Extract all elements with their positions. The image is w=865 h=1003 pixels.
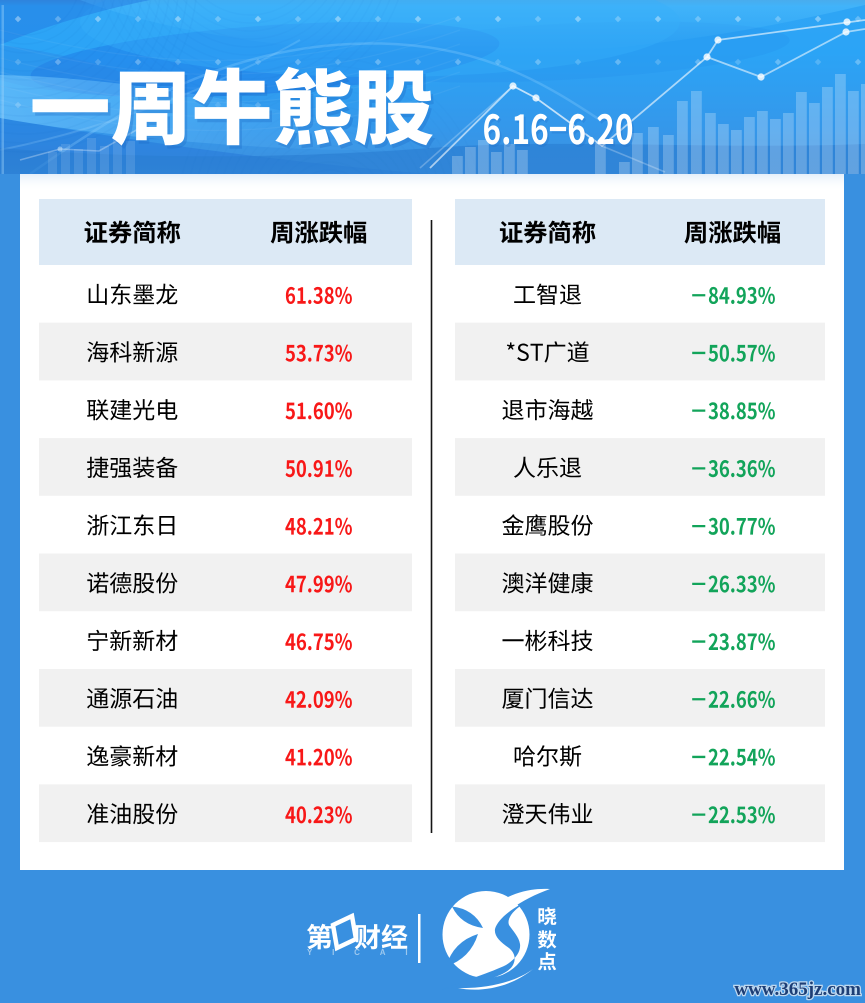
svg-text:www.365jz.com: www.365jz.com bbox=[734, 979, 861, 1000]
svg-text:YICAI: YICAI bbox=[307, 948, 427, 957]
